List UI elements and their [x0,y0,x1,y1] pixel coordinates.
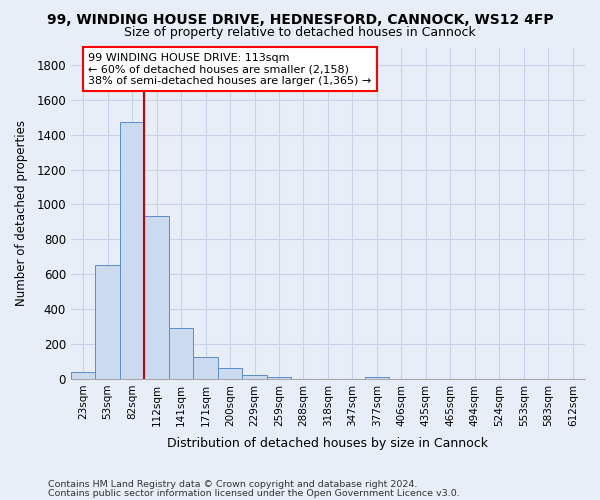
Bar [169,328,193,379]
Text: Contains public sector information licensed under the Open Government Licence v3: Contains public sector information licen… [48,490,460,498]
Bar [267,376,291,379]
Bar [95,266,120,379]
Bar [193,357,218,379]
Bar [365,376,389,379]
Bar [242,375,267,379]
Text: 99, WINDING HOUSE DRIVE, HEDNESFORD, CANNOCK, WS12 4FP: 99, WINDING HOUSE DRIVE, HEDNESFORD, CAN… [47,12,553,26]
Text: Size of property relative to detached houses in Cannock: Size of property relative to detached ho… [124,26,476,39]
Text: 99 WINDING HOUSE DRIVE: 113sqm
← 60% of detached houses are smaller (2,158)
38% : 99 WINDING HOUSE DRIVE: 113sqm ← 60% of … [88,52,371,86]
Bar [71,372,95,379]
Bar [120,122,145,379]
Bar [218,368,242,379]
Y-axis label: Number of detached properties: Number of detached properties [15,120,28,306]
X-axis label: Distribution of detached houses by size in Cannock: Distribution of detached houses by size … [167,437,488,450]
Bar [145,216,169,379]
Text: Contains HM Land Registry data © Crown copyright and database right 2024.: Contains HM Land Registry data © Crown c… [48,480,418,489]
